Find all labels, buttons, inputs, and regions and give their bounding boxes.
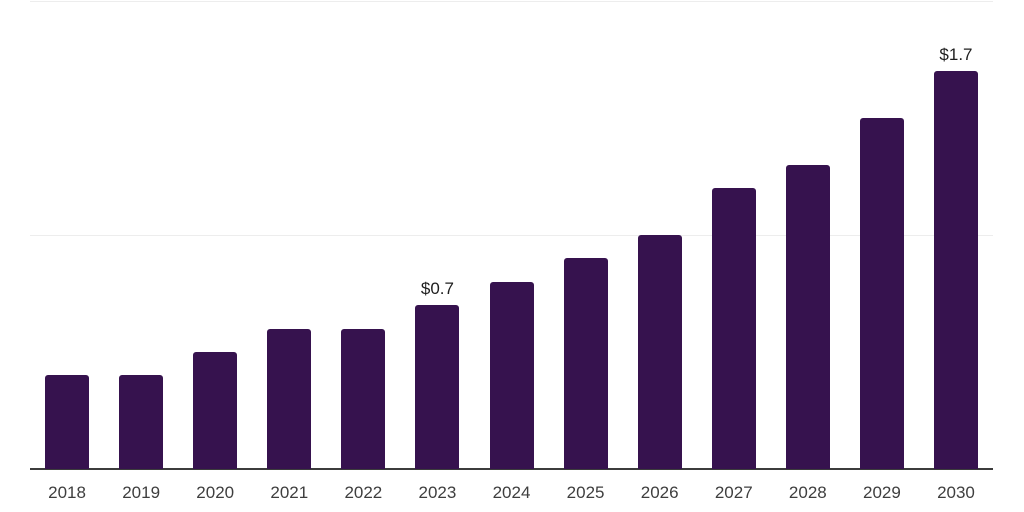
bar-band-2029 — [845, 118, 919, 469]
x-axis-label-2021: 2021 — [270, 483, 309, 502]
gridline — [30, 235, 993, 236]
bar-band-2020 — [178, 352, 252, 469]
x-axis-label-2023: 2023 — [418, 483, 457, 502]
bar-2021 — [267, 328, 312, 469]
bar-2028 — [785, 164, 830, 469]
bar-band-2030: $1.7 — [919, 45, 993, 469]
x-axis: 2018 2019 2020 2021 2022 2023 2024 2025 2026 2027… — [30, 470, 993, 503]
bar-band-2025 — [549, 258, 623, 469]
bar-2023 — [415, 305, 460, 469]
x-axis-label-2025: 2025 — [566, 483, 605, 502]
x-axis-label-2030: 2030 — [937, 483, 975, 502]
bar-2029 — [859, 118, 904, 469]
bar-2030 — [933, 71, 978, 469]
bar-2027 — [711, 188, 756, 469]
bar-band-2026 — [623, 235, 697, 469]
x-axis-label-2027: 2027 — [714, 483, 753, 502]
bar-band-2018 — [30, 375, 104, 469]
x-axis-label-2020: 2020 — [196, 483, 235, 502]
gridline — [30, 1, 993, 2]
x-axis-label-2024: 2024 — [492, 483, 531, 502]
x-axis-line — [30, 468, 993, 470]
bar-band-2023: $0.7 — [400, 279, 474, 469]
bar-band-2024 — [474, 281, 548, 469]
x-axis-label-2026: 2026 — [640, 483, 679, 502]
bar-band-2021 — [252, 328, 326, 469]
bar-band-2019 — [104, 375, 178, 469]
bar-2025 — [563, 258, 608, 469]
bar-2022 — [341, 328, 386, 469]
data-label-2030: $1.7 — [939, 45, 973, 65]
x-axis-label-2029: 2029 — [862, 483, 901, 502]
bar-2019 — [119, 375, 164, 469]
x-axis-label-2019: 2019 — [122, 483, 161, 502]
bar-2024 — [489, 281, 534, 469]
data-label-2023: $0.7 — [420, 279, 454, 299]
bar-2018 — [45, 375, 90, 469]
bar-series: $0.7 $1.7 — [30, 0, 993, 469]
bar-2026 — [637, 235, 682, 469]
bar-band-2022 — [326, 328, 400, 469]
x-axis-label-2018: 2018 — [48, 483, 86, 502]
bar-2020 — [193, 352, 238, 469]
x-axis-label-2022: 2022 — [344, 483, 383, 502]
plot-area: $0.7 $1.7 — [30, 0, 993, 470]
bar-band-2027 — [697, 188, 771, 469]
bar-band-2028 — [771, 164, 845, 469]
x-axis-label-2028: 2028 — [788, 483, 827, 502]
